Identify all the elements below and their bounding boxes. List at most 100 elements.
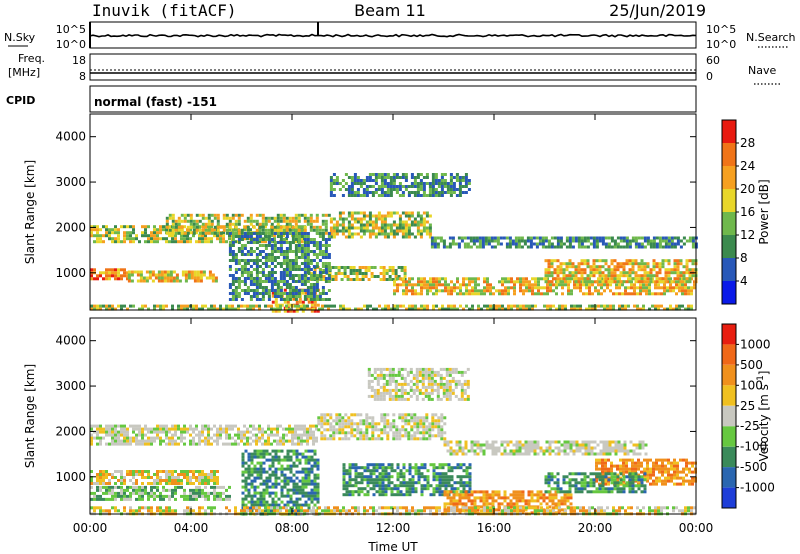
- scatter-cell: [377, 437, 381, 441]
- scatter-cell: [425, 226, 429, 230]
- scatter-cell: [492, 286, 495, 290]
- scatter-cell: [317, 422, 321, 426]
- scatter-cell: [627, 286, 630, 290]
- velocity-cells: [90, 367, 697, 516]
- scatter-cell: [114, 497, 117, 501]
- scatter-cell: [687, 304, 690, 308]
- scatter-cell: [389, 211, 393, 215]
- scatter-cell: [419, 188, 423, 191]
- scatter-cell: [96, 277, 99, 281]
- scatter-cell: [264, 286, 268, 289]
- scatter-cell: [165, 219, 169, 223]
- scatter-cell: [681, 304, 684, 308]
- scatter-cell: [153, 485, 156, 489]
- scatter-cell: [443, 431, 447, 435]
- scatter-cell: [177, 304, 180, 308]
- scatter-cell: [111, 442, 114, 446]
- scatter-cell: [389, 179, 393, 182]
- scatter-cell: [286, 452, 290, 456]
- scatter-cell: [583, 268, 587, 272]
- scatter-cell: [477, 307, 480, 311]
- scatter-cell: [371, 173, 375, 176]
- scatter-cell: [595, 242, 599, 246]
- scatter-cell: [156, 433, 159, 437]
- scatter-cell: [309, 241, 313, 244]
- scatter-cell: [267, 436, 270, 440]
- scatter-cell: [201, 213, 205, 217]
- scatter-cell: [556, 239, 560, 243]
- scatter-cell: [261, 225, 265, 229]
- scatter-cell: [204, 436, 207, 440]
- scatter-cell: [273, 225, 277, 229]
- scatter-cell: [344, 431, 348, 435]
- scatter-cell: [396, 463, 400, 467]
- scatter-cell: [391, 266, 395, 269]
- scatter-cell: [126, 427, 129, 431]
- scatter-cell: [676, 268, 680, 272]
- scatter-cell: [640, 262, 644, 266]
- scatter-cell: [105, 277, 108, 281]
- scatter-cell: [461, 176, 465, 179]
- scatter-cell: [210, 225, 213, 229]
- scatter-cell: [159, 231, 162, 235]
- scatter-cell: [123, 268, 126, 272]
- scatter-cell: [434, 173, 438, 176]
- scatter-cell: [108, 228, 111, 232]
- scatter-cell: [464, 446, 468, 450]
- scatter-cell: [545, 446, 549, 450]
- scatter-cell: [679, 239, 683, 243]
- scatter-cell: [577, 262, 581, 266]
- scatter-cell: [192, 231, 196, 235]
- scatter-cell: [607, 280, 611, 284]
- scatter-cell: [108, 424, 111, 428]
- scatter-cell: [324, 241, 328, 244]
- scatter-cell: [195, 470, 198, 473]
- scatter-cell: [264, 253, 268, 256]
- scatter-cell: [392, 431, 396, 435]
- scatter-cell: [210, 219, 214, 223]
- scatter-cell: [246, 225, 250, 229]
- scatter-cell: [247, 494, 251, 498]
- scatter-cell: [375, 478, 379, 482]
- scatter-cell: [362, 434, 366, 438]
- scatter-cell: [658, 262, 662, 266]
- scatter-cell: [429, 283, 432, 287]
- scatter-cell: [643, 280, 647, 284]
- scatter-cell: [676, 265, 680, 269]
- scatter-cell: [350, 194, 354, 197]
- scatter-cell: [534, 292, 537, 296]
- scatter-cell: [605, 443, 609, 447]
- scatter-cell: [171, 228, 175, 232]
- scatter-cell: [99, 439, 102, 443]
- scatter-cell: [348, 469, 352, 473]
- scatter-cell: [315, 256, 319, 259]
- scatter-cell: [604, 245, 608, 249]
- scatter-cell: [286, 479, 290, 483]
- scatter-cell: [192, 219, 196, 223]
- scatter-cell: [646, 271, 650, 275]
- scatter-cell: [670, 268, 674, 272]
- scatter-cell: [120, 430, 123, 434]
- scatter-cell: [297, 289, 301, 292]
- scatter-cell: [222, 225, 226, 229]
- scatter-cell: [637, 280, 641, 284]
- scatter-cell: [482, 443, 486, 447]
- scatter-cell: [306, 427, 309, 431]
- scatter-cell: [210, 213, 214, 217]
- scatter-cell: [461, 452, 465, 456]
- scatter-cell: [403, 278, 407, 281]
- scatter-cell: [431, 425, 435, 429]
- scatter-cell: [556, 242, 560, 246]
- scatter-cell: [478, 242, 482, 246]
- scatter-cell: [153, 439, 156, 443]
- scatter-cell: [301, 467, 305, 471]
- scatter-cell: [324, 280, 328, 283]
- scatter-cell: [524, 452, 528, 456]
- scatter-cell: [135, 497, 138, 501]
- scatter-cell: [240, 238, 244, 241]
- scatter-cell: [228, 274, 232, 277]
- scatter-cell: [335, 226, 339, 230]
- scatter-cell: [620, 443, 624, 447]
- scatter-cell: [338, 211, 342, 215]
- scatter-cell: [183, 497, 186, 501]
